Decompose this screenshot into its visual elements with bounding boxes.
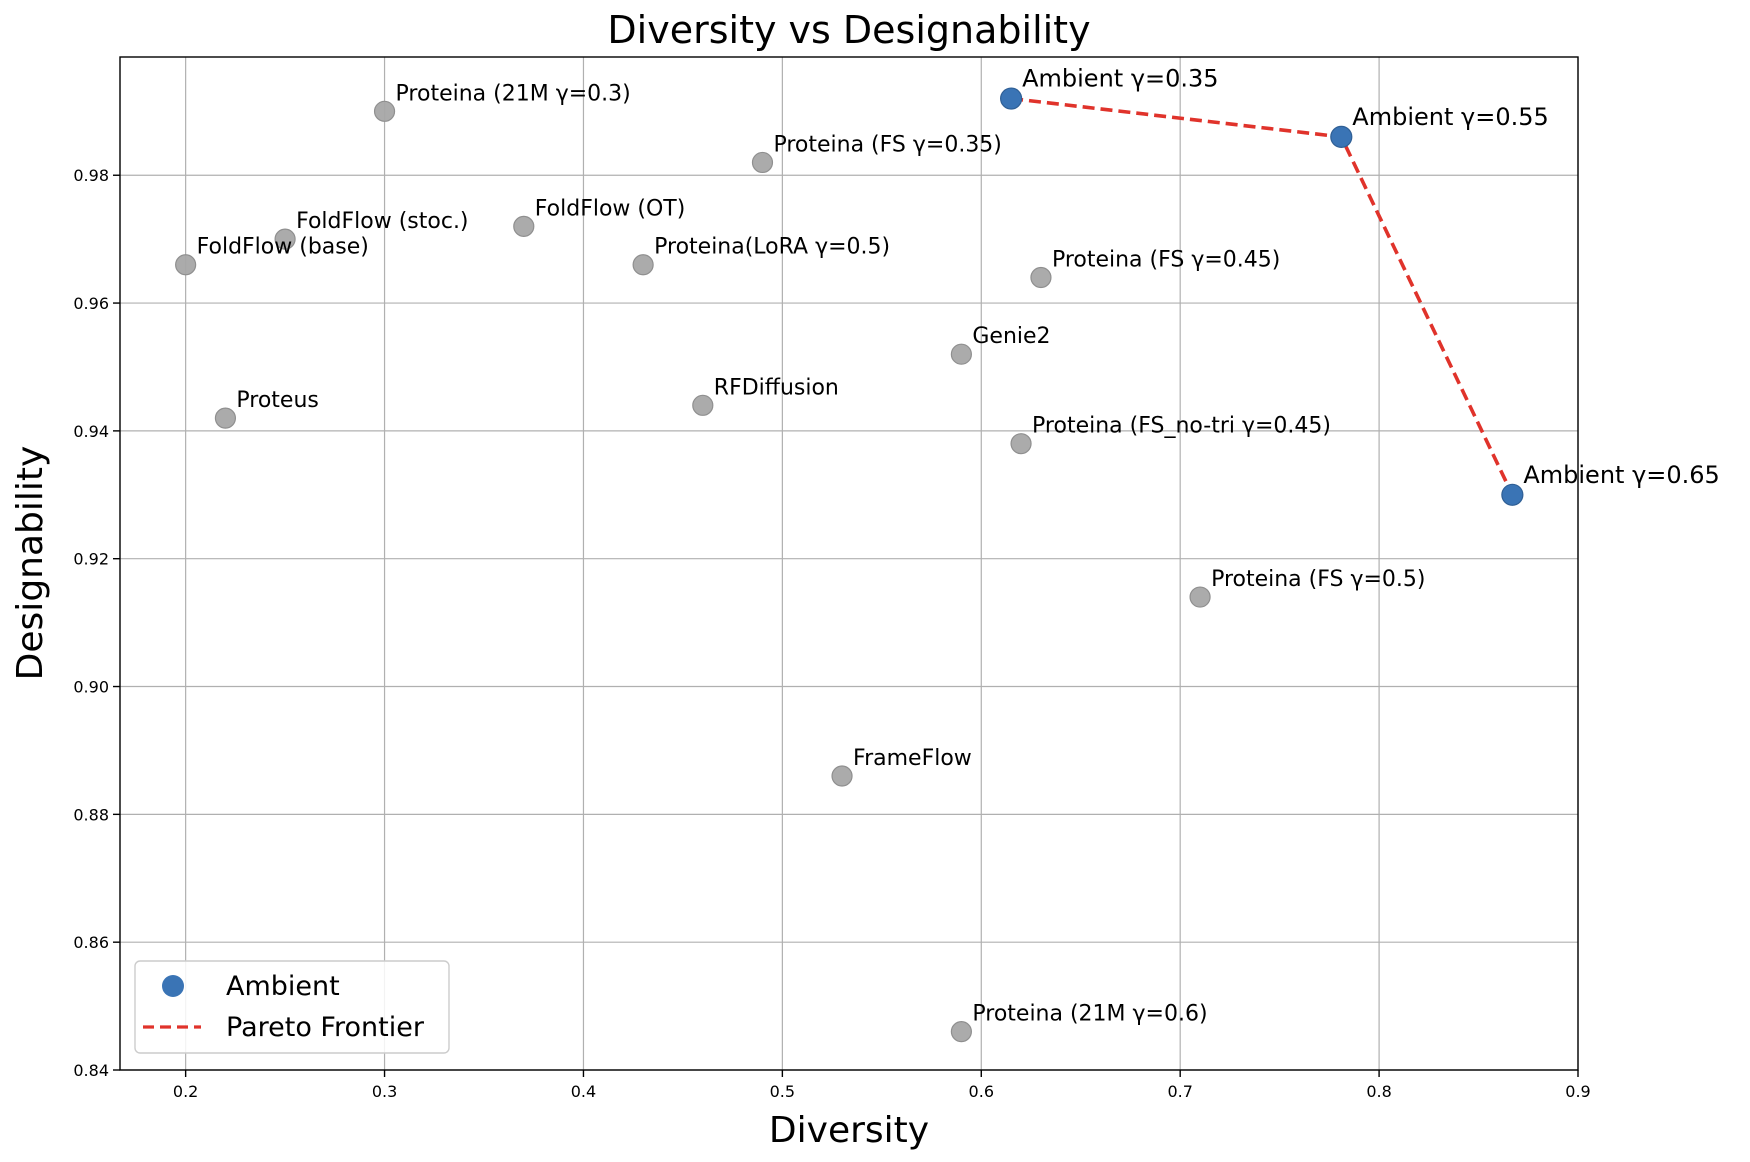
baseline-point [1010,433,1032,455]
baseline-point [751,151,774,174]
baseline-point [632,254,654,276]
ambient-point [1501,483,1524,506]
y-tick-label: 0.92 [73,550,109,569]
y-tick-label: 0.98 [73,166,109,185]
x-tick-label: 0.2 [173,1082,198,1101]
baseline-point-label: Proteina (21M γ=0.6) [972,1002,1207,1027]
y-tick-label: 0.96 [73,294,109,313]
baseline-point [692,394,714,416]
baseline-point-label: Proteina (FS_no-tri γ=0.45) [1032,414,1331,439]
baseline-point-label: Proteina(LoRA γ=0.5) [654,235,890,260]
y-tick-label: 0.90 [73,678,109,697]
x-axis-label: Diversity [769,1110,929,1151]
baseline-point [1189,586,1211,608]
baseline-point-label: Genie2 [972,324,1050,349]
legend-box [134,960,450,1054]
plot-frame [119,56,1579,1071]
y-tick-label: 0.88 [73,805,109,824]
baseline-point-label: Proteina (FS γ=0.5) [1211,567,1425,592]
ambient-point-label: Ambient γ=0.35 [1022,65,1218,93]
baseline-point-label: Proteina (21M γ=0.3) [396,81,631,106]
baseline-point [214,407,237,429]
x-tick-label: 0.6 [969,1082,994,1101]
x-tick-label: 0.4 [571,1082,596,1101]
baseline-point [950,343,972,365]
baseline-point-label: FoldFlow (base) [197,235,369,260]
baseline-point [175,254,197,276]
baseline-point-label: FrameFlow [853,746,972,771]
baseline-point-label: FoldFlow (stoc.) [296,209,468,234]
points-layer: Proteina (21M γ=0.3) Proteina (FS γ=0.35)… [175,65,1720,1043]
legend-pareto-label: Pareto Frontier [226,1012,425,1043]
x-tick-label: 0.5 [770,1082,795,1101]
legend-ambient-label: Ambient [226,971,340,1002]
baseline-point-label: RFDiffusion [714,375,839,400]
baseline-point [513,215,535,237]
legend: Ambient Pareto Frontier [134,960,450,1054]
legend-ambient-marker [162,975,184,997]
y-axis-label: Designability [10,446,51,681]
x-tick-label: 0.8 [1366,1082,1391,1101]
ambient-point-label: Ambient γ=0.55 [1352,103,1548,131]
baseline-point-label: Proteus [236,388,318,413]
x-tick-label: 0.7 [1167,1082,1192,1101]
axis-ticks: 0.2 0.3 0.4 0.5 0.6 0.7 0.8 0.9 0.84 0.86 0.88 0.90… [73,166,1590,1101]
baseline-point-label: Proteina (FS γ=0.35) [773,132,1001,157]
baseline-point [373,100,396,122]
y-tick-label: 0.86 [73,933,109,952]
x-tick-label: 0.3 [372,1082,397,1101]
ambient-point [1000,87,1023,110]
baseline-point [950,1021,972,1043]
x-tick-label: 0.9 [1565,1082,1590,1101]
baseline-point [1030,266,1052,289]
y-tick-label: 0.94 [73,422,109,441]
baseline-point-label: Proteina (FS γ=0.45) [1052,247,1280,272]
chart-title: Diversity vs Designability [607,8,1090,52]
ambient-point-label: Ambient γ=0.65 [1523,461,1719,489]
baseline-point [274,228,296,250]
baseline-point [831,765,853,787]
y-tick-label: 0.84 [73,1061,109,1080]
ambient-point [1330,125,1353,148]
grid [120,57,1579,1071]
baseline-point-label: FoldFlow (OT) [535,196,686,221]
